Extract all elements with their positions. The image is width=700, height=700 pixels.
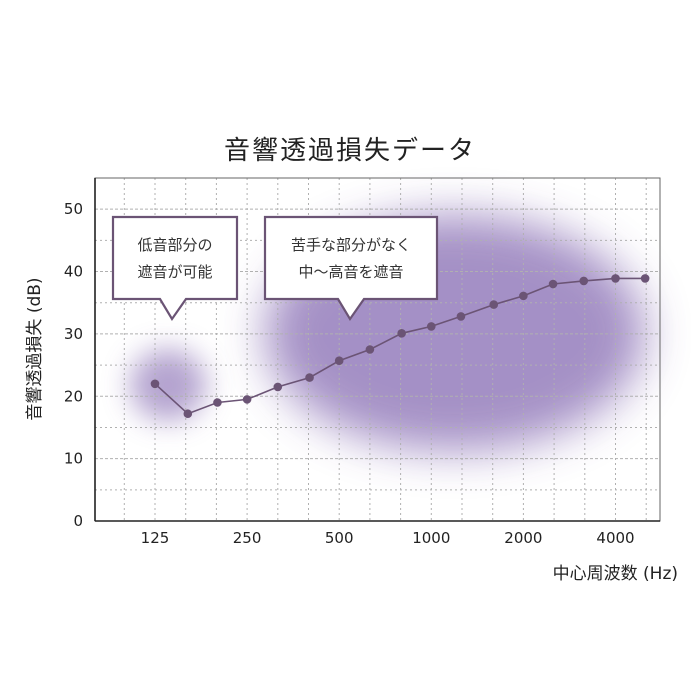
- data-point: [305, 373, 314, 382]
- callout-text: 苦手な部分がなく: [291, 236, 411, 254]
- data-point: [334, 356, 344, 366]
- x-tick-label: 4000: [596, 529, 634, 547]
- x-axis-title: 中心周波数 (Hz): [553, 564, 678, 584]
- axis-labels: 0 10 20 30 40 50 125 250 500 1000 2000 4000 中心周波数 (H…: [25, 200, 678, 584]
- data-point: [397, 328, 406, 338]
- data-point: [150, 379, 160, 389]
- callout-text: 低音部分の: [137, 236, 212, 254]
- data-point: [365, 345, 375, 354]
- series: [150, 274, 650, 419]
- y-tick-label: 20: [64, 387, 83, 405]
- axes: [94, 177, 661, 522]
- y-tick-label: 40: [64, 263, 83, 281]
- data-point: [579, 276, 589, 286]
- data-point: [548, 279, 558, 289]
- x-tick-label: 1000: [412, 529, 450, 547]
- callout-box: [263, 215, 439, 322]
- y-axis-title: 音響透過損失 (dB): [25, 277, 45, 420]
- y-tick-label: 30: [64, 325, 83, 343]
- x-tick-label: 125: [141, 529, 170, 547]
- x-tick-label: 250: [233, 529, 262, 547]
- callout-box: [111, 215, 239, 322]
- data-point: [519, 291, 528, 301]
- y-tick-label: 10: [64, 450, 83, 468]
- data-point: [640, 274, 650, 283]
- data-point: [611, 274, 620, 283]
- highlight-low: [130, 349, 206, 421]
- data-point: [427, 322, 436, 331]
- y-tick-label: 50: [64, 200, 83, 218]
- x-tick-label: 500: [325, 529, 354, 547]
- chart-title: 音響透過損失データ: [223, 136, 476, 166]
- y-tick-label: 0: [73, 512, 83, 530]
- data-point: [242, 395, 252, 404]
- grid: [95, 178, 660, 521]
- data-point: [213, 398, 222, 407]
- callout-text: 中〜高音を遮音: [298, 263, 403, 281]
- data-point: [456, 312, 466, 321]
- callout-text: 遮音が可能: [137, 263, 212, 281]
- x-tick-label: 2000: [504, 529, 542, 547]
- data-point: [489, 300, 499, 309]
- data-point: [183, 409, 193, 419]
- data-point: [273, 382, 283, 392]
